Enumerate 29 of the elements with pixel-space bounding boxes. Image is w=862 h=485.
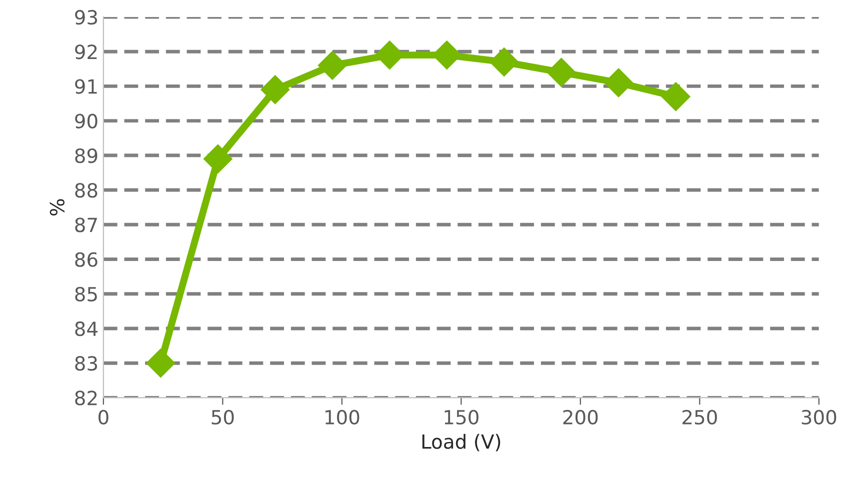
y-tick-label: 90 <box>75 114 98 128</box>
y-tick-label: 86 <box>75 252 98 267</box>
y-tick-label: 85 <box>75 286 97 302</box>
y-tick-label: 91 <box>75 79 97 94</box>
y-tick-label: 88 <box>75 182 98 198</box>
point <box>260 75 290 104</box>
point <box>490 48 519 76</box>
point <box>318 50 347 80</box>
y-axis-title: % <box>50 199 65 216</box>
x-tick-label: 150 <box>444 410 478 425</box>
y-tick-label: 83 <box>75 356 98 371</box>
x-tick-label: 100 <box>326 410 360 425</box>
y-tick-label: 93 <box>75 10 98 25</box>
point <box>203 144 232 174</box>
y-tick-label: 87 <box>75 218 97 232</box>
point <box>661 82 690 112</box>
point <box>604 68 634 98</box>
y-tick-label: 89 <box>75 148 98 164</box>
x-tick-label: 200 <box>563 410 598 425</box>
point <box>146 348 176 378</box>
x-tick-label: 300 <box>802 410 836 425</box>
point <box>546 58 576 87</box>
x-tick-label: 50 <box>212 410 234 425</box>
y-tick-label: 92 <box>75 44 97 60</box>
y-tick-label: 84 <box>75 321 98 336</box>
x-axis-title: Load (V) <box>422 434 500 452</box>
x-tick-label: 250 <box>682 410 717 425</box>
y-tick-label: 82 <box>75 390 97 406</box>
x-tick-label: 0 <box>98 410 108 425</box>
